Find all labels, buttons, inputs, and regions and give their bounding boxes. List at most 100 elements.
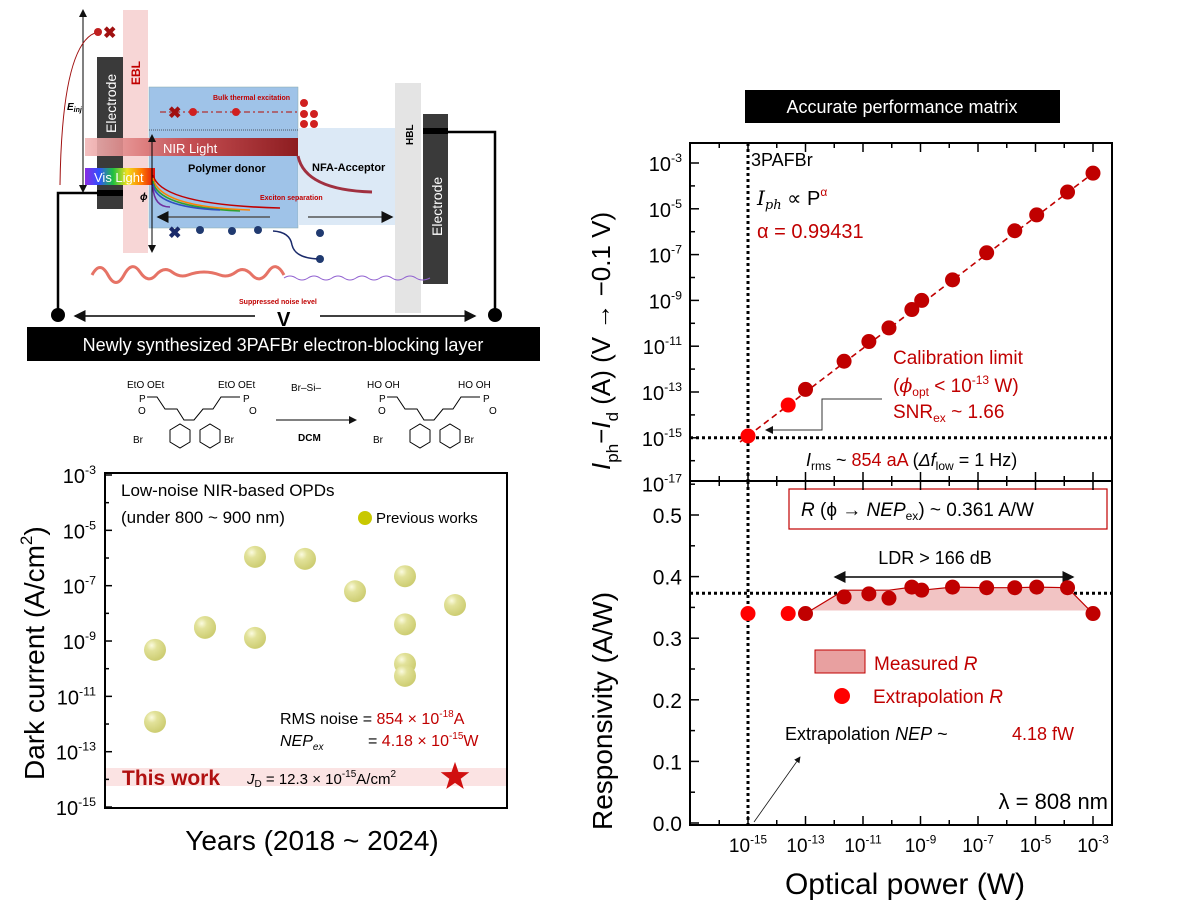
- data-point-measured: [1085, 606, 1101, 622]
- x-tick-label: 10-7: [962, 833, 994, 857]
- ebl-layer: [123, 10, 148, 253]
- calibration-pointer: [765, 398, 882, 434]
- alpha-value: α = 0.99431: [757, 221, 864, 243]
- data-point-previous-work: [144, 638, 166, 661]
- data-point-previous-work: [144, 710, 166, 733]
- data-point-extrapolated: [740, 428, 756, 444]
- x-axis-label: Years (2018 ~ 2024): [185, 825, 439, 856]
- jd-annotation: JD = 12.3 × 10-15A/cm2: [246, 769, 396, 790]
- data-point-measured: [1029, 579, 1045, 595]
- data-point-measured: [1007, 580, 1023, 596]
- reagent-label: Br–Si–: [291, 383, 321, 394]
- nfa-acceptor-label: NFA-Acceptor: [312, 162, 386, 174]
- this-work-band: [106, 768, 506, 786]
- nfa-acceptor-layer: [298, 128, 395, 225]
- y-tick-label: 10-13: [56, 740, 96, 765]
- data-point-extrapolated: [740, 606, 756, 622]
- y-tick-label: 10-17: [642, 472, 682, 497]
- svg-text:P: P: [139, 394, 146, 405]
- data-point-measured: [1085, 165, 1101, 181]
- svg-text:O: O: [489, 406, 497, 417]
- data-point-previous-work: [444, 594, 466, 617]
- svg-text:Br: Br: [464, 435, 475, 446]
- data-point-measured: [836, 353, 852, 369]
- calibration-limit-range: (ϕopt < 10-13 W): [893, 373, 1019, 399]
- right-electrode-label: Electrode: [429, 177, 445, 236]
- right-title: Accurate performance matrix: [786, 97, 1017, 117]
- y-tick-label: 0.0: [653, 813, 682, 836]
- y-axis-label: Responsivity (A/W): [587, 592, 618, 830]
- y-tick-label: 10-13: [642, 380, 682, 405]
- product-groups-right: HO OH: [458, 380, 491, 391]
- data-point-measured: [1029, 207, 1045, 223]
- blocked-injection-icon: ✖: [103, 25, 116, 42]
- data-point-measured: [861, 334, 877, 350]
- y-tick-label: 10-7: [63, 574, 96, 599]
- y-tick-label: 10-9: [649, 288, 682, 313]
- this-work-star-marker: [440, 761, 470, 789]
- right-title-box: [745, 90, 1060, 123]
- responsivity-chart: R (ϕ → NEPex) ~ 0.361 A/W LDR > 166 dB M…: [587, 480, 1113, 901]
- svg-text:P: P: [243, 394, 250, 405]
- y-tick-label: 10-3: [649, 151, 682, 176]
- legend-marker-extrapolation: [834, 688, 850, 704]
- chemical-reaction: EtO OEt EtO OEt PO PO Br Br Br–Si– DCM HO…: [127, 380, 497, 449]
- data-point-measured: [861, 586, 877, 602]
- x-tick-label: 10-5: [1020, 833, 1052, 857]
- responsivity-box-text: R (ϕ → NEPex) ~ 0.361 A/W: [801, 500, 1034, 523]
- y-tick-label: 0.1: [653, 751, 682, 774]
- y-tick-label: 10-9: [63, 629, 96, 654]
- y-tick-label: 0.4: [653, 567, 683, 590]
- y-tick-label: 10-5: [649, 197, 682, 222]
- dark-current-chart: Low-noise NIR-based OPDs (under 800 ~ 90…: [17, 463, 508, 856]
- left-terminal: [51, 308, 65, 322]
- vis-light-band: [85, 168, 155, 185]
- svg-text:O: O: [138, 406, 146, 417]
- chart-heading-line2: (under 800 ~ 900 nm): [121, 508, 285, 527]
- product-groups-left: HO OH: [367, 380, 400, 391]
- x-axis-label: Optical power (W): [785, 868, 1025, 901]
- svg-text:O: O: [378, 406, 386, 417]
- extrapolation-nep-value: 4.18 fW: [1012, 724, 1074, 744]
- data-point-extrapolated: [780, 606, 796, 622]
- irms-label: Irms ~ 854 aA (Δflow = 1 Hz): [806, 450, 1017, 473]
- left-electrode-label: Electrode: [103, 74, 119, 133]
- reactant-groups-left: EtO OEt: [127, 380, 164, 391]
- legend-label-measured: Measured R: [874, 654, 978, 675]
- y-axis-label: Iph−Id (A) (V → −0.1 V): [586, 212, 622, 470]
- voltage-label: V: [277, 309, 291, 331]
- hbl-layer: [395, 83, 421, 313]
- x-tick-label: 10-11: [844, 833, 881, 857]
- sample-label: 3PAFBr: [751, 150, 813, 170]
- x-tick-label: 10-9: [905, 833, 937, 857]
- x-tick-label: 10-13: [786, 833, 825, 857]
- legend-label-extrapolation: Extrapolation R: [873, 687, 1003, 708]
- blocked-hole-icon: ✖: [168, 225, 181, 242]
- ebl-label: EBL: [129, 61, 143, 85]
- svg-text:P: P: [379, 394, 386, 405]
- phi-label: ϕ: [140, 192, 148, 203]
- bulk-thermal-label: Bulk thermal excitation: [213, 95, 290, 102]
- data-point-previous-work: [344, 580, 366, 603]
- svg-text:Br: Br: [224, 435, 235, 446]
- polymer-donor-label: Polymer donor: [188, 163, 266, 175]
- right-electrode: [423, 114, 448, 284]
- reactant-groups-right: EtO OEt: [218, 380, 255, 391]
- blocked-electron-icon: ✖: [168, 105, 181, 122]
- legend-label-previous-works: Previous works: [376, 510, 478, 527]
- svg-text:O: O: [249, 406, 257, 417]
- measured-responsivity-area: [805, 587, 1093, 614]
- y-tick-label: 10-15: [642, 426, 682, 451]
- wavelength-label: λ = 808 nm: [999, 789, 1108, 814]
- data-point-previous-work: [394, 613, 416, 636]
- data-point-measured: [904, 302, 920, 318]
- nir-light-label: NIR Light: [163, 141, 218, 156]
- y-tick-label: 0.5: [653, 505, 682, 528]
- ldr-label: LDR > 166 dB: [878, 548, 992, 568]
- data-point-previous-work: [244, 545, 266, 568]
- nep-annotation: NEPex = 4.18 × 10-15W: [280, 731, 479, 753]
- data-point-extrapolated: [780, 397, 796, 413]
- data-point-measured: [881, 320, 897, 336]
- solvent-label: DCM: [298, 433, 321, 444]
- data-point-previous-work: [244, 626, 266, 649]
